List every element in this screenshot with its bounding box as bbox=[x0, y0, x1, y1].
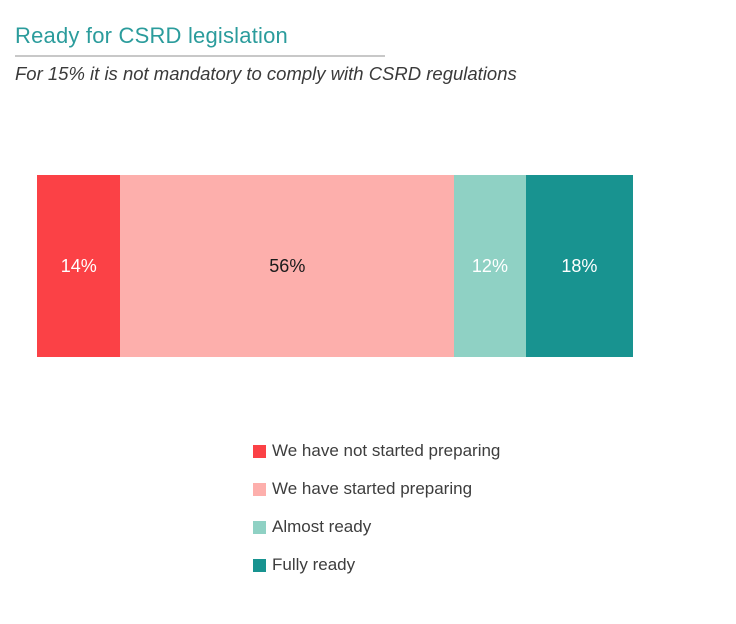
stacked-bar: 14% 56% 12% 18% bbox=[37, 175, 633, 357]
chart-legend: We have not started preparing We have st… bbox=[253, 432, 500, 584]
bar-segment-fully-ready: 18% bbox=[525, 175, 633, 357]
chart-title: Ready for CSRD legislation bbox=[15, 23, 288, 48]
legend-label: We have started preparing bbox=[272, 479, 473, 498]
legend-swatch-red bbox=[253, 444, 266, 458]
bar-segment-not-started-preparing: 14% bbox=[37, 175, 121, 357]
bar-segment-value-label: 14% bbox=[60, 256, 97, 276]
bar-segment-value-label: 56% bbox=[269, 256, 306, 276]
legend-item-fully-ready: Fully ready bbox=[253, 546, 500, 584]
chart-subtitle: For 15% it is not mandatory to comply wi… bbox=[15, 63, 517, 84]
legend-item-almost-ready: Almost ready bbox=[253, 508, 500, 546]
legend-label: We have not started preparing bbox=[272, 441, 501, 460]
legend-swatch-teal bbox=[253, 558, 266, 572]
legend-item-not-started-preparing: We have not started preparing bbox=[253, 432, 500, 470]
legend-label: Fully ready bbox=[272, 555, 356, 574]
bar-segment-started-preparing: 56% bbox=[120, 175, 455, 357]
title-underline-divider bbox=[15, 55, 385, 57]
bar-segment-almost-ready: 12% bbox=[454, 175, 526, 357]
legend-swatch-seafoam bbox=[253, 520, 266, 534]
legend-swatch-pink bbox=[253, 482, 266, 496]
bar-segment-value-label: 12% bbox=[471, 256, 508, 276]
legend-item-started-preparing: We have started preparing bbox=[253, 470, 500, 508]
legend-label: Almost ready bbox=[272, 517, 372, 536]
bar-segment-value-label: 18% bbox=[561, 256, 598, 276]
